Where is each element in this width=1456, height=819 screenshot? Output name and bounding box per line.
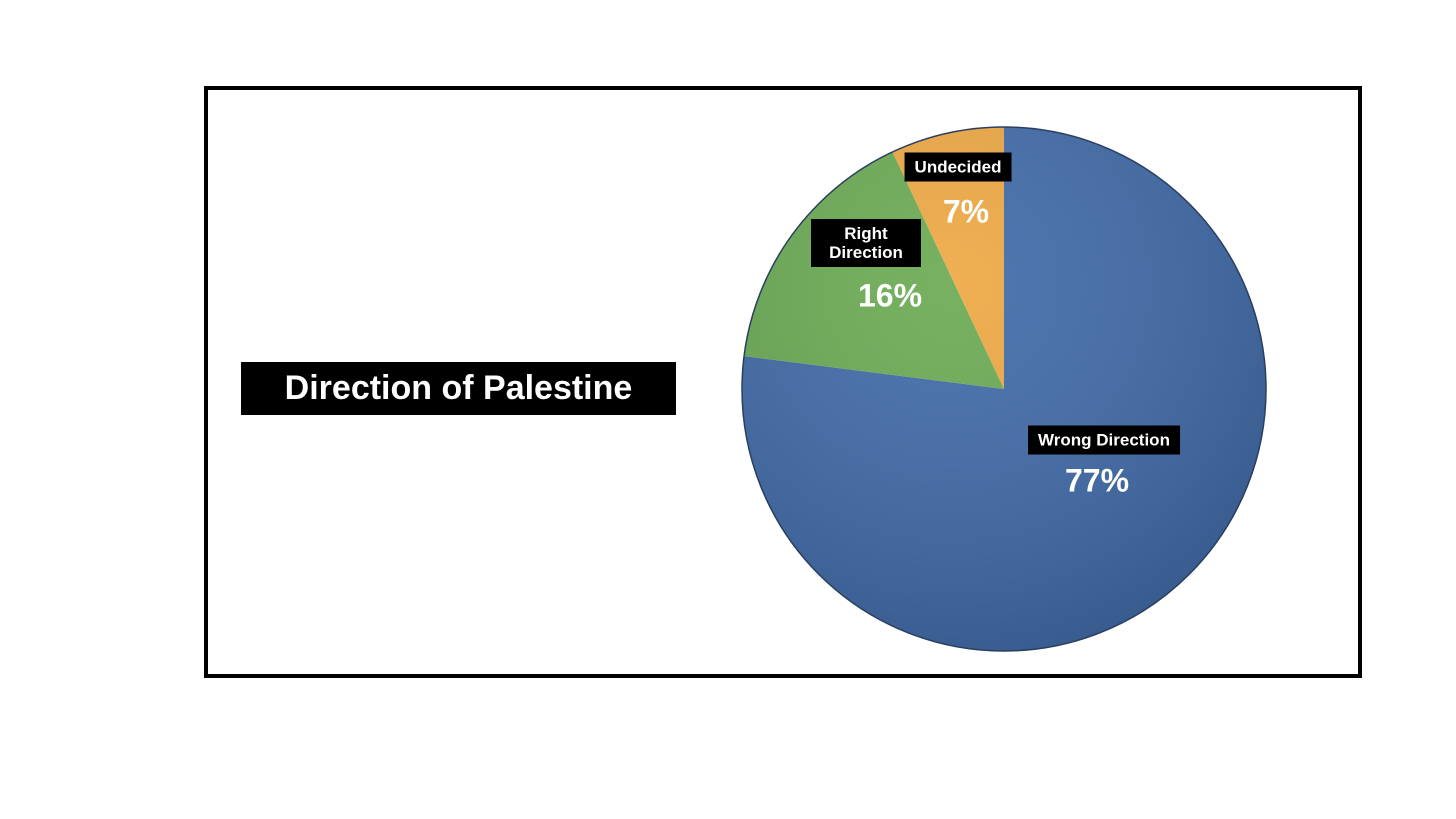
slice-label: Right Direction — [811, 219, 921, 267]
value-label: 16% — [857, 277, 923, 314]
chart-title: Direction of Palestine — [241, 362, 676, 415]
value-label: 7% — [942, 193, 990, 230]
slice-label: Undecided — [904, 152, 1012, 182]
slice-label: Wrong Direction — [1028, 425, 1180, 455]
pie-shade — [741, 126, 1267, 652]
value-label: 77% — [1064, 462, 1130, 499]
frame — [204, 86, 1362, 678]
